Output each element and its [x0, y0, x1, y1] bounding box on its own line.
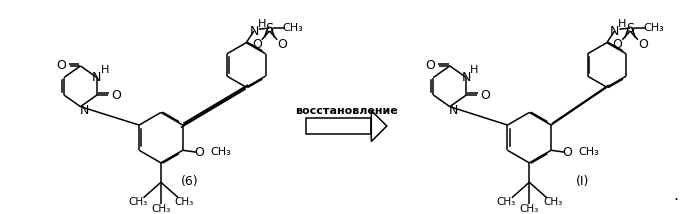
Text: CH₃: CH₃ [643, 23, 664, 33]
Text: N: N [610, 25, 620, 37]
Text: O: O [562, 146, 572, 159]
Text: O: O [425, 59, 436, 72]
Text: O: O [252, 38, 262, 51]
Text: O: O [194, 146, 204, 159]
Text: O: O [56, 59, 66, 72]
Text: S: S [266, 22, 273, 35]
Text: CH₃: CH₃ [543, 197, 562, 207]
Text: CH₃: CH₃ [174, 197, 194, 207]
Text: CH₃: CH₃ [128, 197, 147, 207]
Text: H: H [100, 65, 109, 75]
Text: CH₃: CH₃ [151, 204, 171, 214]
Text: N: N [449, 104, 459, 117]
Text: S: S [626, 22, 634, 35]
Text: H: H [618, 19, 627, 29]
Text: CH₃: CH₃ [496, 197, 516, 207]
Text: N: N [461, 71, 471, 84]
Text: (6): (6) [181, 175, 199, 188]
Text: CH₃: CH₃ [282, 23, 303, 33]
Text: O: O [112, 89, 121, 101]
Text: O: O [638, 38, 648, 51]
Text: H: H [258, 19, 266, 29]
Text: (I): (I) [576, 175, 589, 188]
Text: N: N [250, 25, 259, 37]
Text: восстановление: восстановление [296, 106, 398, 116]
Text: CH₃: CH₃ [520, 204, 539, 214]
Text: N: N [79, 104, 89, 117]
Text: N: N [92, 71, 102, 84]
Text: O: O [277, 38, 287, 51]
Text: O: O [481, 89, 491, 101]
Text: .: . [673, 188, 678, 203]
Text: O: O [613, 38, 622, 51]
Text: CH₃: CH₃ [210, 147, 231, 157]
Text: CH₃: CH₃ [579, 147, 599, 157]
Text: H: H [470, 65, 478, 75]
